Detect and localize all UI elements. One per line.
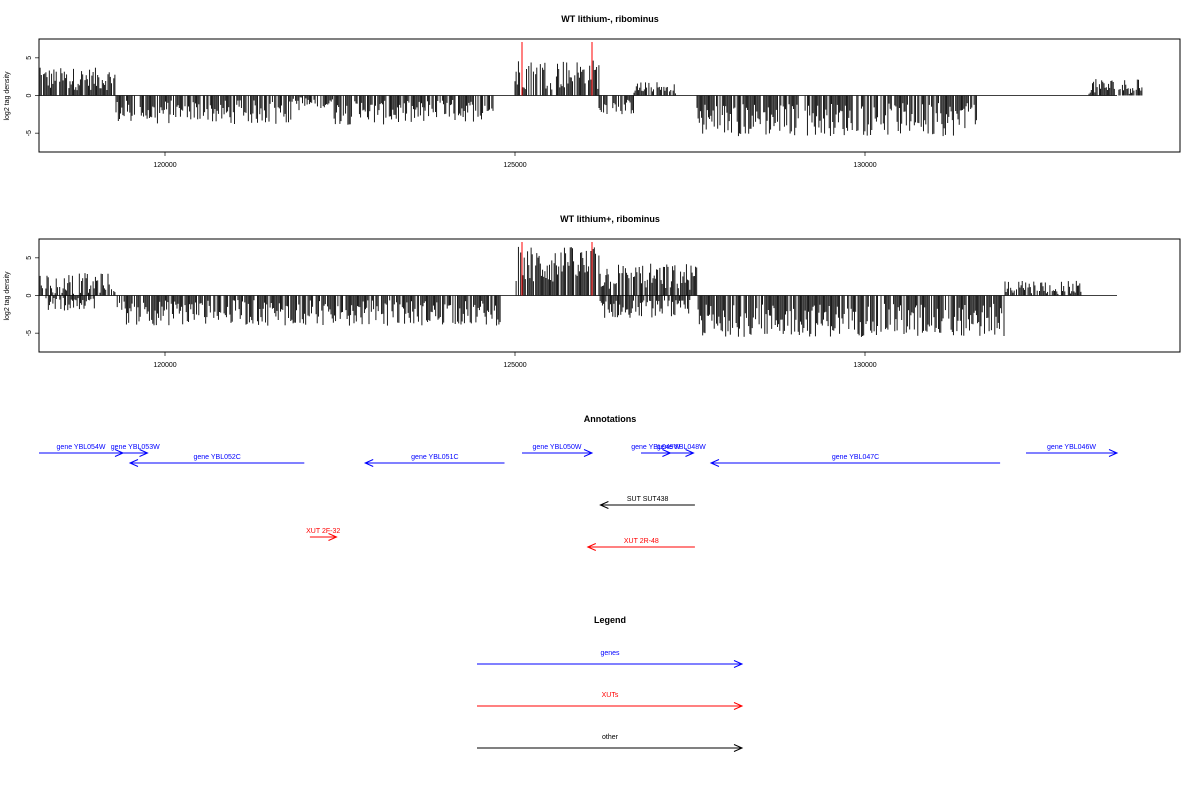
legend-label: other <box>602 734 619 741</box>
feature-item: gene YBL046W <box>1026 444 1119 457</box>
x-tick-label: 120000 <box>153 162 176 169</box>
feature-label: XUT 2F-32 <box>306 528 340 535</box>
feature-item: SUT SUT438 <box>599 496 695 509</box>
y-tick-label: 5 <box>26 256 33 260</box>
feature-label: SUT SUT438 <box>627 496 669 503</box>
feature-arrow-arrowhead <box>583 449 594 457</box>
feature-arrow-arrowhead <box>709 459 720 467</box>
legend-items: genes XUTs other <box>477 650 744 752</box>
legend-label: XUTs <box>602 692 619 699</box>
legend-item: XUTs <box>477 692 744 710</box>
feature-label: gene YBL048W <box>657 444 706 451</box>
feature-item: gene YBL051C <box>363 454 505 467</box>
feature-label: gene YBL052C <box>193 454 240 461</box>
feature-label: gene YBL049W <box>631 444 680 451</box>
y-axis-label: log2 tag density <box>4 71 11 121</box>
feature-label: gene YBL053W <box>111 444 160 451</box>
x-tick-label: 130000 <box>853 362 876 369</box>
y-tick-label: 0 <box>26 93 33 97</box>
feature-item: gene YBL048W <box>657 444 706 457</box>
x-tick-label: 125000 <box>503 362 526 369</box>
feature-arrow-arrowhead <box>599 501 609 509</box>
feature-arrow-arrowhead <box>128 459 139 467</box>
x-axis: 120000 125000 130000 <box>153 352 877 369</box>
annotation-track: Annotations gene YBL054W gene YBL053Wgene… <box>39 414 1119 551</box>
y-axis-label: log2 tag density <box>4 271 11 321</box>
legend-arrow-arrowhead <box>733 702 744 710</box>
y-axis: -5 0 5 <box>26 56 40 136</box>
feature-label: gene YBL051C <box>411 454 458 461</box>
feature-arrow-arrowhead <box>586 543 597 551</box>
legend-arrow-arrowhead <box>733 660 744 668</box>
legend-label: genes <box>600 650 620 657</box>
feature-item: gene YBL050W <box>522 444 594 457</box>
y-tick-label: -5 <box>26 130 33 136</box>
y-tick-label: -5 <box>26 330 33 336</box>
feature-markers <box>521 242 593 296</box>
legend-arrow-arrowhead <box>733 744 744 752</box>
feature-item: XUT 2R-48 <box>586 538 695 551</box>
coverage-bars <box>39 246 1082 337</box>
feature-label: gene YBL047C <box>832 454 879 461</box>
x-tick-label: 120000 <box>153 362 176 369</box>
panel-title: WT lithium+, ribominus <box>560 214 660 224</box>
x-tick-label: 125000 <box>503 162 526 169</box>
feature-arrow-arrowhead <box>363 459 374 467</box>
feature-arrow-arrowhead <box>1108 449 1119 457</box>
feature-item: gene YBL053W <box>111 444 160 457</box>
feature-arrow-arrowhead <box>685 449 695 457</box>
coverage-panel-lithium-plus: WT lithium+, ribominus log2 tag density … <box>4 214 1181 369</box>
feature-arrow-arrowhead <box>328 533 338 541</box>
y-axis: -5 0 5 <box>26 256 40 336</box>
feature-label: XUT 2R-48 <box>624 538 659 545</box>
feature-item: gene YBL047C <box>709 454 1001 467</box>
x-tick-label: 130000 <box>853 162 876 169</box>
annotations-title: Annotations <box>584 414 637 424</box>
feature-label: gene YBL054W <box>57 444 106 451</box>
feature-label: gene YBL050W <box>533 444 582 451</box>
panel-title: WT lithium-, ribominus <box>561 14 659 24</box>
feature-list: gene YBL054W gene YBL053W gene YBL052C gene… <box>39 444 1119 551</box>
y-tick-label: 5 <box>26 56 33 60</box>
legend: Legend genes XUTs other <box>477 615 744 752</box>
coverage-bars <box>38 60 1143 137</box>
legend-item: other <box>477 734 744 752</box>
feature-item: XUT 2F-32 <box>306 528 340 541</box>
legend-item: genes <box>477 650 744 668</box>
y-tick-label: 0 <box>26 293 33 297</box>
feature-label: gene YBL046W <box>1047 444 1096 451</box>
feature-item: gene YBL052C <box>128 454 305 467</box>
x-axis: 120000 125000 130000 <box>153 152 877 169</box>
feature-arrow-arrowhead <box>139 449 149 457</box>
feature-markers <box>521 42 593 96</box>
legend-title: Legend <box>594 615 626 625</box>
coverage-panel-lithium-minus: WT lithium-, ribominus log2 tag density … <box>4 14 1181 169</box>
